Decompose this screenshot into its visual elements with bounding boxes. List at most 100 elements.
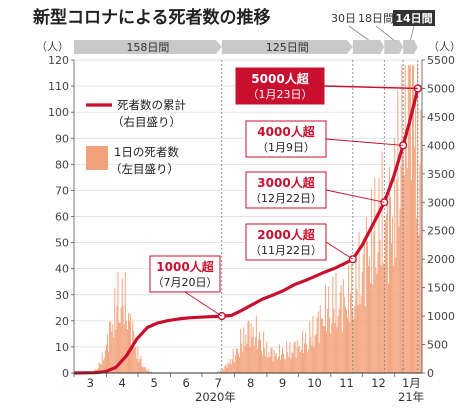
annotation-main: 2000人超 <box>257 227 315 242</box>
period-leader <box>348 25 369 41</box>
daily-bar <box>127 313 129 373</box>
daily-bar <box>310 337 312 373</box>
daily-bar <box>238 353 239 373</box>
daily-bar <box>270 347 272 373</box>
daily-bar <box>290 358 292 373</box>
daily-bar <box>348 265 350 373</box>
daily-bar <box>368 266 369 373</box>
month-label: 10 <box>307 376 322 390</box>
daily-bar <box>239 356 241 373</box>
daily-bar <box>405 141 407 373</box>
daily-bar <box>233 361 235 373</box>
chart-title: 新型コロナによる死者数の推移 <box>33 7 271 28</box>
daily-bar <box>319 305 321 373</box>
annotation-leader <box>323 85 418 90</box>
daily-bar <box>363 237 365 373</box>
daily-bar <box>318 343 320 373</box>
daily-bar <box>401 65 403 373</box>
annotation-box <box>235 67 325 105</box>
daily-bar <box>221 370 223 373</box>
daily-bar <box>269 356 271 373</box>
daily-bar <box>227 362 229 373</box>
daily-bar <box>122 305 124 373</box>
daily-bar <box>354 305 356 373</box>
daily-bar <box>403 174 405 373</box>
daily-bar <box>420 109 422 374</box>
daily-bar <box>300 349 302 373</box>
left-tick-label: 100 <box>48 106 69 119</box>
legend-label-daily: 1日の死者数 <box>114 145 179 159</box>
daily-bar <box>342 279 344 373</box>
period-arrow <box>384 40 404 54</box>
daily-bar <box>241 343 243 373</box>
daily-bar <box>226 367 228 373</box>
daily-bar <box>112 324 114 373</box>
daily-bar <box>266 341 268 373</box>
daily-bar <box>278 344 280 373</box>
daily-bar <box>325 284 326 373</box>
daily-bar <box>279 360 281 373</box>
daily-bar <box>117 271 119 373</box>
left-tick-label: 10 <box>55 341 69 354</box>
daily-bar <box>246 343 248 373</box>
daily-bar <box>323 326 325 373</box>
daily-bar <box>264 348 266 373</box>
annotation-leader <box>325 138 404 146</box>
daily-bar <box>261 350 263 373</box>
daily-bar <box>147 369 149 373</box>
daily-bar <box>120 307 122 373</box>
daily-bar <box>410 180 412 373</box>
daily-bar <box>126 329 128 373</box>
daily-bar <box>372 284 374 373</box>
daily-bar <box>259 331 260 373</box>
daily-bar <box>111 331 113 373</box>
annotation-box <box>245 120 327 158</box>
daily-bar <box>297 347 299 373</box>
left-tick-label: 50 <box>55 237 69 250</box>
left-tick-label: 110 <box>48 80 69 93</box>
daily-bar <box>252 327 254 373</box>
daily-bar <box>358 231 360 373</box>
daily-bar <box>118 322 120 373</box>
milestone-annotations: 1000人超 （7月20日） 2000人超 （11月22日） 3000人超 （12月22日… <box>149 67 418 317</box>
daily-bar <box>353 319 355 373</box>
daily-bar <box>136 359 138 373</box>
cumulative-deaths-line <box>73 88 420 375</box>
left-axis-unit: （人） <box>36 40 69 53</box>
right-tick-label: 1500 <box>427 282 455 295</box>
daily-bar <box>116 305 118 373</box>
daily-bar <box>273 349 275 373</box>
daily-bar <box>135 346 137 373</box>
daily-bar <box>105 344 107 373</box>
period-leader <box>375 25 394 41</box>
daily-bar <box>373 232 375 373</box>
daily-bar <box>276 359 278 373</box>
daily-bar <box>381 151 383 373</box>
daily-bar <box>244 346 246 373</box>
daily-bar <box>303 353 304 373</box>
daily-bar <box>315 333 317 373</box>
daily-bar <box>344 306 346 373</box>
daily-bar <box>317 311 319 373</box>
daily-bar <box>99 363 101 373</box>
daily-bar <box>322 326 324 373</box>
daily-bar <box>102 360 104 373</box>
daily-bar <box>274 355 276 373</box>
daily-bar <box>415 91 417 374</box>
month-label: 11 <box>339 376 354 390</box>
x-axis-month-ticks: 3 4 5 6 7 8 9 10 11 12 1月 <box>73 373 421 390</box>
month-label: 5 <box>151 376 158 390</box>
period-arrow <box>221 40 353 54</box>
daily-bar <box>229 358 231 373</box>
daily-bar <box>355 251 357 373</box>
daily-bar <box>312 316 314 373</box>
period-label: 14日間 <box>395 12 432 25</box>
legend: 死者数の累計 （右目盛り） 1日の死者数 （左目盛り） <box>86 98 186 176</box>
daily-bar <box>232 348 234 373</box>
daily-bar <box>145 369 147 373</box>
month-label: 4 <box>119 376 126 390</box>
daily-bar <box>281 353 282 373</box>
daily-bar <box>370 282 372 373</box>
daily-bar <box>394 138 396 373</box>
